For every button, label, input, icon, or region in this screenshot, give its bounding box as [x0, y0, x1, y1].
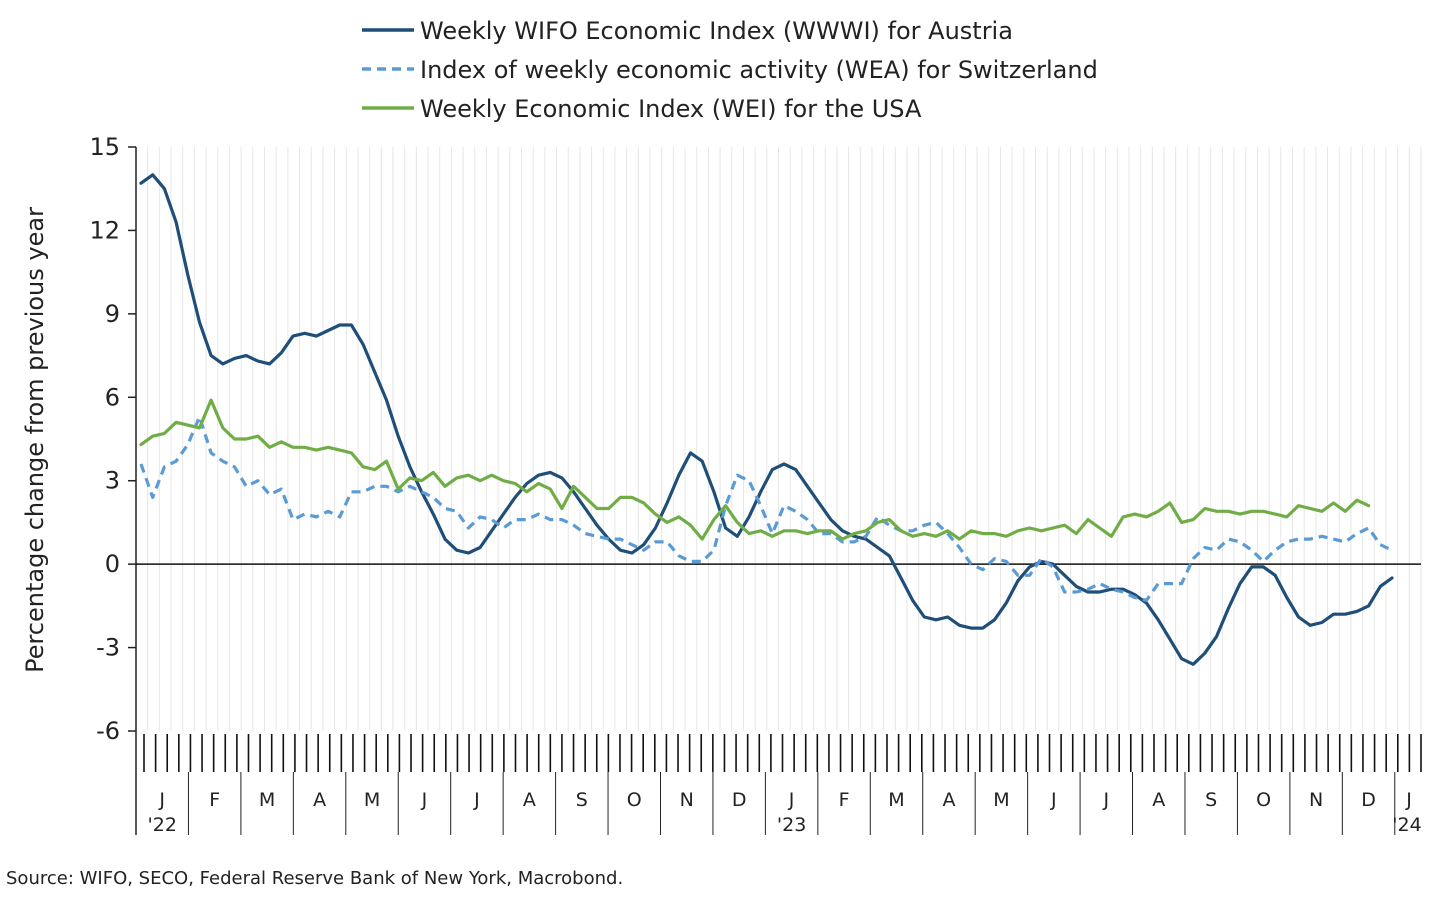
x-month-label: J [1050, 789, 1057, 811]
x-month-label: J [421, 789, 428, 811]
series-lines [139, 173, 1394, 666]
series-line-1 [139, 173, 1394, 666]
legend: Weekly WIFO Economic Index (WWWI) for Au… [362, 17, 1098, 123]
y-tick-label: -3 [96, 634, 120, 662]
x-month-label: J [473, 789, 480, 811]
x-year-label: '22 [148, 814, 177, 836]
x-month-label: O [1256, 789, 1271, 811]
x-month-label: D [732, 789, 747, 811]
x-year-label: '23 [777, 814, 806, 836]
x-month-label: N [680, 789, 694, 811]
x-year-label: '24 [1392, 814, 1421, 836]
source-note: Source: WIFO, SECO, Federal Reserve Bank… [6, 868, 624, 889]
x-month-label: N [1309, 789, 1323, 811]
x-month-label: A [942, 789, 955, 811]
x-month-label: F [209, 789, 220, 811]
legend-label: Weekly Economic Index (WEI) for the USA [420, 95, 922, 123]
x-month-label: D [1361, 789, 1376, 811]
y-tick-label: 15 [89, 133, 120, 161]
y-axis-label: Percentage change from previous year [21, 207, 49, 673]
x-month-label: M [888, 789, 904, 811]
y-tick-label: 6 [105, 383, 120, 411]
x-month-label: S [576, 789, 588, 811]
y-tick-label: -6 [96, 717, 120, 745]
x-month-label: J [1103, 789, 1110, 811]
x-month-label: S [1205, 789, 1217, 811]
y-tick-label: 9 [105, 300, 120, 328]
x-month-label: O [627, 789, 642, 811]
x-month-label: M [259, 789, 275, 811]
legend-label: Weekly WIFO Economic Index (WWWI) for Au… [420, 17, 1013, 45]
y-tick-label: 3 [105, 467, 120, 495]
gridlines [135, 147, 1422, 731]
x-month-label: J [788, 789, 795, 811]
axes [135, 147, 1421, 835]
series-line-3 [139, 398, 1371, 541]
y-tick-labels: 15 12 9 6 3 0 -3 -6 [89, 133, 136, 745]
y-tick-label: 12 [89, 216, 120, 244]
x-month-label: F [839, 789, 850, 811]
x-month-label: J [1405, 789, 1412, 811]
x-month-label: A [523, 789, 536, 811]
series-line-2 [139, 415, 1393, 602]
x-month-label: A [1152, 789, 1165, 811]
x-month-label: M [993, 789, 1009, 811]
x-axis-months: J '22 F M A M J J A S O N D J '23 F M A M J J A S O N D J '24 [143, 734, 1422, 836]
y-tick-label: 0 [105, 550, 120, 578]
x-month-label: J [158, 789, 165, 811]
x-month-label: A [313, 789, 326, 811]
legend-label: Index of weekly economic activity (WEA) … [420, 56, 1098, 84]
x-month-label: M [364, 789, 380, 811]
